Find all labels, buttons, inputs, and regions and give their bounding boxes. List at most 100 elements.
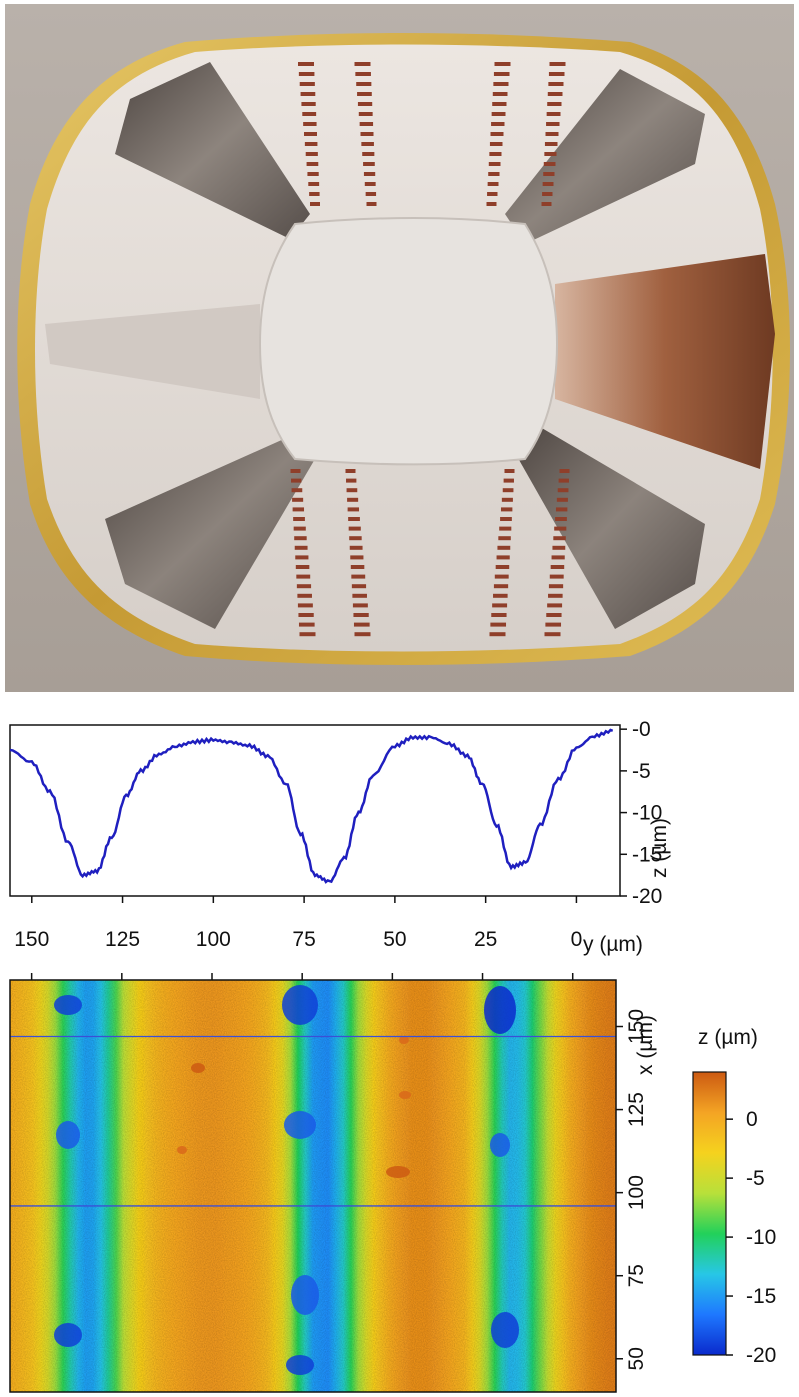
profile-y-axis-label: z (µm) — [648, 818, 671, 878]
colorbar-tick-label: -15 — [746, 1285, 776, 1308]
copper-fin-right — [555, 254, 775, 469]
electrode-pad — [500, 507, 513, 512]
electrode-pad — [549, 574, 564, 579]
electrode-pad — [487, 192, 498, 196]
electrode-pad — [352, 603, 368, 608]
electrode-pad — [500, 517, 512, 521]
profile-line — [9, 728, 614, 884]
electrode-pad — [294, 545, 308, 550]
electrode-pad — [542, 192, 553, 196]
electrode-pad — [546, 112, 561, 116]
heatmap-feature — [386, 1166, 410, 1178]
electrode-pad — [297, 593, 312, 598]
electrode-pad — [354, 632, 371, 637]
electrode-pad — [494, 574, 509, 579]
electrode-pad — [301, 102, 316, 106]
electrode-pad — [501, 497, 513, 502]
electrode-pad — [307, 172, 319, 176]
electrode-pad — [356, 82, 372, 86]
electrode-pad — [366, 202, 377, 206]
profile-x-tick-label: 100 — [196, 928, 231, 951]
electrode-pad — [298, 622, 315, 627]
fin-left — [45, 304, 260, 399]
electrode-pad — [548, 82, 564, 86]
electrode-pad — [544, 632, 561, 637]
electrode-pad — [348, 517, 360, 521]
electrode-pad — [297, 603, 313, 608]
profile-x-axis-label: y (µm) — [583, 933, 643, 956]
electrode-pad — [491, 112, 506, 116]
electrode-pad — [358, 112, 373, 116]
electrode-pad — [305, 152, 318, 156]
electrode-pad — [559, 469, 570, 473]
electrode-pad — [493, 593, 508, 598]
electrode-pad — [364, 182, 376, 186]
electrode-pad — [347, 507, 360, 512]
electrode-pad — [545, 622, 562, 627]
electrode-pad — [502, 488, 514, 493]
electrode-pad — [489, 632, 506, 637]
electrode-pad — [304, 132, 317, 136]
central-opening — [258, 217, 559, 466]
colorbar-label: z (µm) — [698, 1026, 758, 1049]
electrode-pad — [310, 202, 320, 206]
heatmap-feature — [291, 1275, 319, 1315]
heatmap-feature — [56, 1121, 80, 1149]
electrode-pad — [296, 584, 312, 589]
electrode-pad — [365, 192, 377, 196]
electrode-pad — [298, 72, 315, 76]
profile-x-tick-label: 125 — [105, 928, 140, 951]
heatmap-y-axis-label: x (µm) — [634, 1015, 657, 1075]
electrode-pad — [300, 92, 316, 96]
resonator-photo — [5, 4, 794, 692]
electrode-pad — [295, 555, 309, 560]
electrode-pad — [291, 488, 303, 493]
profile-y-tick-label: -5 — [632, 760, 651, 783]
electrode-pad — [544, 152, 557, 156]
fin-lower-left — [105, 434, 315, 629]
electrode-pad — [557, 488, 569, 493]
electrode-pad — [291, 478, 302, 483]
electrode-pad — [503, 478, 514, 483]
electrode-pad — [551, 555, 565, 560]
electrode-pad — [492, 102, 507, 106]
colorbar — [692, 1071, 727, 1356]
electrode-pad — [492, 92, 508, 96]
profile-x-tick-label: 25 — [474, 928, 497, 951]
electrode-pad — [541, 202, 552, 206]
electrode-pad — [296, 574, 311, 579]
heatmap-feature — [54, 1323, 82, 1347]
electrode-pad — [489, 152, 502, 156]
heatmap-y-tick-label: 50 — [625, 1347, 648, 1370]
electrode-pad — [494, 62, 511, 66]
electrode-pad — [555, 517, 567, 521]
heatmap-feature — [399, 1036, 409, 1044]
electrode-pad — [304, 142, 318, 146]
electrode-pad — [346, 488, 358, 493]
electrode-pad — [298, 613, 314, 617]
electrode-pad — [558, 478, 569, 483]
electrode-pad — [353, 622, 370, 627]
profile-x-tick-label: 75 — [292, 928, 315, 951]
electrode-pad — [487, 182, 499, 186]
electrode-pad — [548, 72, 565, 76]
electrode-pad — [486, 202, 497, 206]
colorbar-tick-label: 0 — [746, 1108, 758, 1131]
electrode-pad — [294, 536, 307, 541]
heatmap-feature — [177, 1146, 187, 1154]
electrode-pad — [542, 182, 554, 186]
electrode-pad — [548, 584, 564, 589]
electrode-pad — [360, 132, 374, 136]
electrode-pad — [552, 545, 566, 550]
electrode-pad — [350, 555, 364, 560]
electrode-pad — [544, 142, 558, 146]
electrode-pad — [546, 613, 562, 617]
heatmap-chart: 150 125 100 75 50 x (µm) z (µm) 0 -5 -10 -15 -20 — [9, 973, 776, 1393]
heatmap-feature — [286, 1355, 314, 1375]
profile-y-tick-label: -15 — [632, 843, 662, 866]
electrode-pad — [545, 132, 559, 136]
electrode-pad — [491, 613, 507, 617]
electrode-pad — [362, 152, 375, 156]
electrode-pad — [543, 172, 555, 176]
heatmap-y-tick-label: 125 — [625, 1092, 648, 1127]
